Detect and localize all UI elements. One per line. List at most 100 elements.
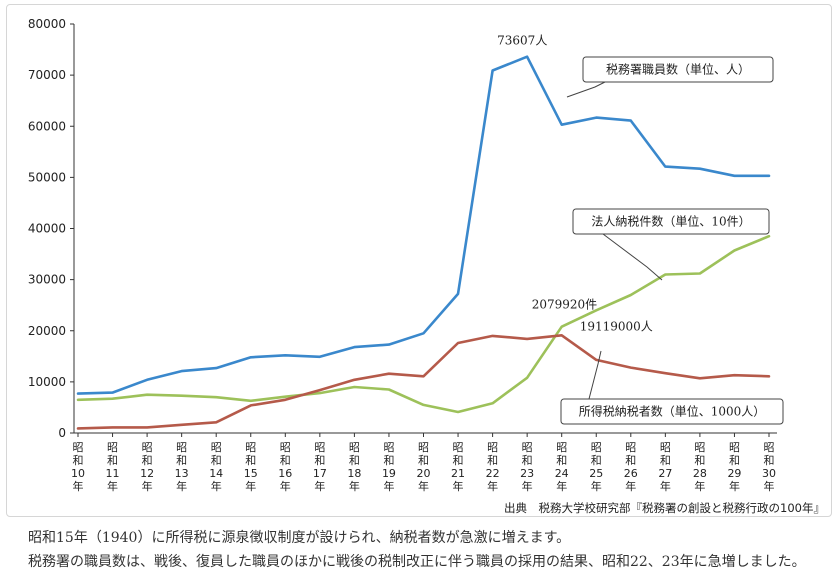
x-tick-label: 19 <box>382 467 396 480</box>
x-tick-label: 和 <box>73 454 84 467</box>
y-tick-label: 60000 <box>28 119 66 133</box>
x-tick-label: 昭 <box>694 441 705 454</box>
y-tick-label: 20000 <box>28 324 66 338</box>
y-tick-label: 80000 <box>28 17 66 31</box>
x-tick-label: 昭 <box>349 441 360 454</box>
legend-callout-income-box <box>560 398 784 425</box>
x-tick-label: 和 <box>211 454 222 467</box>
x-tick-label: 昭 <box>522 441 533 454</box>
x-tick-label: 昭 <box>176 441 187 454</box>
caption-line-2: 税務署の職員数は、戦後、復員した職員のほかに戦後の税制改正に伴う職員の採用の結果… <box>28 554 806 570</box>
x-tick-label: 年 <box>522 479 533 493</box>
x-tick-label: 和 <box>660 454 671 467</box>
y-tick-label: 40000 <box>28 222 66 236</box>
y-tick-label: 0 <box>58 426 66 440</box>
series-line-0 <box>76 55 771 395</box>
x-tick-label: 年 <box>245 479 256 493</box>
source-citation: 出典 税務大学校研究部『税務署の創設と税務行政の100年』 <box>504 501 825 515</box>
x-tick-label: 年 <box>556 479 567 493</box>
x-tick-label: 16 <box>278 467 292 480</box>
x-tick-label: 和 <box>349 454 360 467</box>
x-tick-label: 昭 <box>625 441 636 454</box>
x-tick-label: 年 <box>280 479 291 493</box>
x-tick-label: 25 <box>589 467 603 480</box>
x-tick-label: 28 <box>693 467 707 480</box>
x-tick-label: 和 <box>694 454 705 467</box>
y-tick-label: 50000 <box>28 170 66 184</box>
x-tick-label: 和 <box>107 454 118 467</box>
x-tick-label: 23 <box>520 467 534 480</box>
series-line-2 <box>76 333 771 430</box>
x-tick-label: 29 <box>727 467 741 480</box>
x-tick-label: 昭 <box>418 441 429 454</box>
x-tick-label: 和 <box>418 454 429 467</box>
x-tick-label: 18 <box>347 467 361 480</box>
x-tick-label: 和 <box>556 454 567 467</box>
legend-callout-corp-pointer <box>602 233 663 281</box>
x-tick-label: 年 <box>487 479 498 493</box>
y-tick-label: 10000 <box>28 375 66 389</box>
x-tick-label: 昭 <box>660 441 671 454</box>
x-tick-label: 年 <box>694 479 705 493</box>
x-tick-label: 年 <box>73 479 84 493</box>
x-tick-label: 和 <box>383 454 394 467</box>
x-tick-label: 昭 <box>729 441 740 454</box>
x-tick-label: 昭 <box>280 441 291 454</box>
x-tick-label: 22 <box>486 467 500 480</box>
legend-callout-staff-pointer <box>566 81 606 98</box>
x-tick-label: 10 <box>71 467 85 480</box>
x-tick-label: 年 <box>660 479 671 493</box>
annotation-corp-1949: 2079920件 <box>532 298 597 312</box>
caption-line-1: 昭和15年（1940）に所得税に源泉徴収制度が設けられ、納税者数が急激に増えます… <box>28 530 571 546</box>
x-tick-label: 年 <box>211 479 222 493</box>
legend-callout-corp-box <box>572 208 770 235</box>
x-tick-label: 年 <box>729 479 740 493</box>
x-tick-label: 昭 <box>591 441 602 454</box>
x-tick-label: 和 <box>764 454 775 467</box>
x-tick-label: 昭 <box>245 441 256 454</box>
x-tick-label: 和 <box>591 454 602 467</box>
x-tick-label: 14 <box>209 467 223 480</box>
x-tick-label: 15 <box>244 467 258 480</box>
legend-callout-staff-box <box>582 56 774 83</box>
x-tick-label: 和 <box>280 454 291 467</box>
x-tick-label: 年 <box>383 479 394 493</box>
x-tick-label: 年 <box>349 479 360 493</box>
chart-frame: 0 10000 20000 30000 40000 50000 60000 70000 8000… <box>6 4 832 517</box>
x-tick-label: 年 <box>142 479 153 493</box>
x-tick-label: 昭 <box>764 441 775 454</box>
x-tick-label: 昭 <box>107 441 118 454</box>
x-tick-label: 年 <box>453 479 464 493</box>
x-tick-label: 和 <box>314 454 325 467</box>
x-tick-label: 昭 <box>453 441 464 454</box>
x-tick-label: 和 <box>522 454 533 467</box>
x-tick-label: 12 <box>140 467 154 480</box>
x-tick-label: 年 <box>418 479 429 493</box>
series-line-1 <box>76 234 771 414</box>
line-chart: 0 10000 20000 30000 40000 50000 60000 70000 8000… <box>28 17 784 493</box>
x-tick-label: 24 <box>555 467 569 480</box>
y-tick-label: 70000 <box>28 68 66 82</box>
x-tick-label: 26 <box>624 467 638 480</box>
x-tick-label: 昭 <box>142 441 153 454</box>
x-tick-label: 昭 <box>556 441 567 454</box>
x-tick-label: 和 <box>729 454 740 467</box>
x-tick-label: 30 <box>762 467 776 480</box>
y-tick-label: 30000 <box>28 273 66 287</box>
x-tick-label: 和 <box>625 454 636 467</box>
x-tick-label: 和 <box>176 454 187 467</box>
annotation-peak-staff: 73607人 <box>497 34 547 48</box>
x-tick-label: 和 <box>487 454 498 467</box>
x-tick-label: 年 <box>107 479 118 493</box>
x-tick-label: 年 <box>625 479 636 493</box>
x-tick-label: 27 <box>658 467 672 480</box>
legend-callout-income-pointer <box>588 350 602 400</box>
x-tick-label: 13 <box>175 467 189 480</box>
x-tick-label: 11 <box>106 467 120 480</box>
x-tick-label: 21 <box>451 467 465 480</box>
legend-callout-corp-label: 法人納税件数（単位、10件） <box>591 214 750 229</box>
x-tick-label: 和 <box>142 454 153 467</box>
annotation-income-1949: 19119000人 <box>580 319 653 333</box>
x-tick-label: 年 <box>764 479 775 493</box>
x-tick-label: 昭 <box>383 441 394 454</box>
